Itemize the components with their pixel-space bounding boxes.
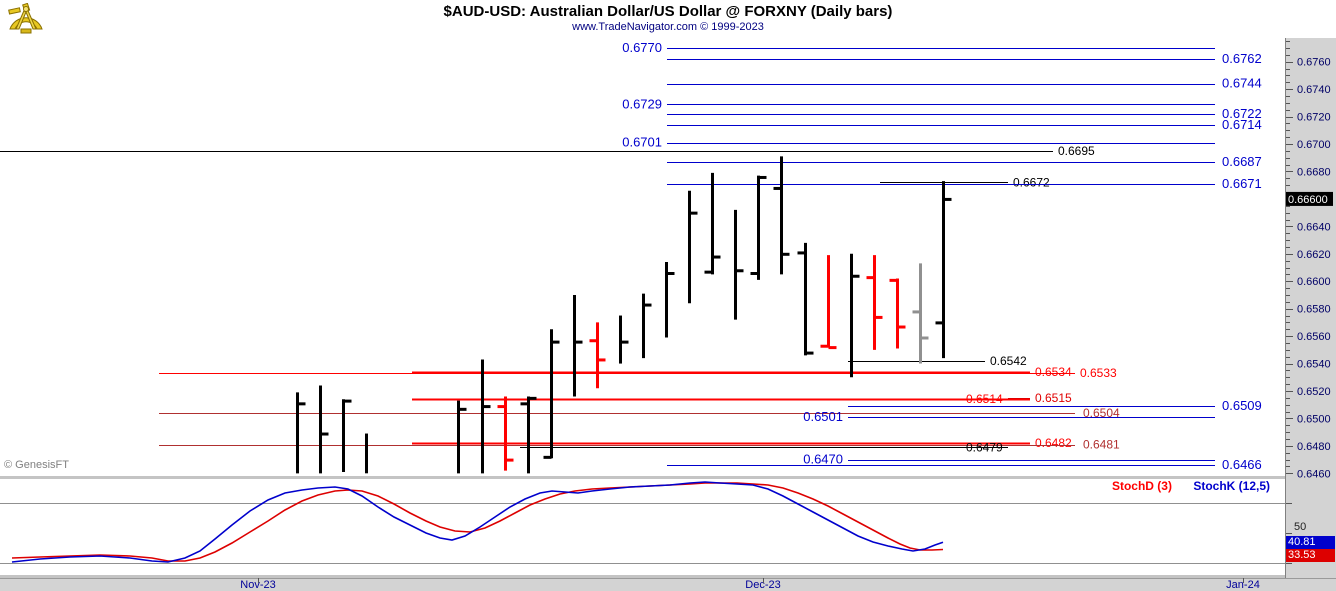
date-axis[interactable]: Nov-23 Dec-23 Jan-24 [0,578,1336,591]
price-axis-label: 0.6720 [1297,112,1331,124]
pane-separator[interactable] [0,476,1285,479]
level-label: 0.6672 [1013,175,1050,189]
level-label: 0.6504 [1083,406,1120,420]
level-label: 0.6515 [1035,391,1072,405]
legend-stochk[interactable]: StochK (12,5) [1193,479,1270,493]
price-axis-label: 0.6580 [1297,304,1331,316]
level-label: 0.6501 [803,409,843,424]
stochd-line [11,482,944,562]
price-axis-label: 0.6600 [1297,276,1331,288]
level-label: 0.6470 [803,452,843,467]
chart-subtitle: www.TradeNavigator.com © 1999-2023 [572,21,764,33]
price-axis-label: 0.6700 [1297,139,1331,151]
level-label: 0.6671 [1222,176,1262,191]
level-label: 0.6482 [1035,436,1072,450]
level-label: 0.6534 [1035,365,1072,379]
level-label: 0.6509 [1222,398,1262,413]
level-label: 0.6466 [1222,457,1262,472]
level-label: 0.6481 [1083,438,1120,452]
level-label: 0.6695 [1058,144,1095,158]
date-axis-label: Dec-23 [745,579,781,591]
level-label: 0.6479 [966,440,1003,454]
legend-stochd[interactable]: StochD (3) [1111,479,1172,493]
level-label: 0.6542 [990,354,1027,368]
level-label: 0.6729 [622,96,662,111]
level-label: 0.6687 [1222,154,1262,169]
price-axis-label: 0.6500 [1297,413,1331,425]
price-axis-label: 0.6460 [1297,468,1331,480]
stochk-value-badge: 40.81 [1286,536,1335,549]
date-axis-label: Jan-24 [1226,579,1260,591]
date-axis-label: Nov-23 [240,579,276,591]
level-label: 0.6762 [1222,51,1262,66]
level-label: 0.6533 [1080,366,1117,380]
genesisft-watermark: © GenesisFT [4,459,69,471]
price-axis-label: 0.6680 [1297,166,1331,178]
price-axis-label: 0.6480 [1297,441,1331,453]
genesisft-sextant-logo-icon [8,3,43,34]
stochk-line [11,481,944,563]
level-label: 0.6744 [1222,76,1262,91]
level-label: 0.6770 [622,40,662,55]
price-axis-label: 0.6740 [1297,84,1331,96]
price-axis-label: 0.6620 [1297,249,1331,261]
stochd-value-badge: 33.53 [1286,549,1335,562]
level-label: 0.6714 [1222,117,1262,132]
price-axis-column[interactable] [1285,38,1336,578]
chart-title: $AUD-USD: Australian Dollar/US Dollar @ … [443,3,893,20]
price-axis-label: 0.6520 [1297,386,1331,398]
price-axis-label: 0.6640 [1297,221,1331,233]
current-price-label: 0.66600 [1288,194,1328,206]
level-label: 0.6514 [966,392,1003,406]
stoch-mid-level-label: 50 [1294,521,1307,533]
price-axis-label: 0.6540 [1297,359,1331,371]
current-price-box [1286,191,1333,206]
level-label: 0.6701 [622,135,662,150]
level-label: 0.6722 [1222,106,1262,121]
pane-separator[interactable] [0,575,1285,578]
price-axis-label: 0.6760 [1297,57,1331,69]
stoch-legend: StochD (3) StochK (12,5) [1112,479,1270,493]
price-axis-label: 0.6560 [1297,331,1331,343]
